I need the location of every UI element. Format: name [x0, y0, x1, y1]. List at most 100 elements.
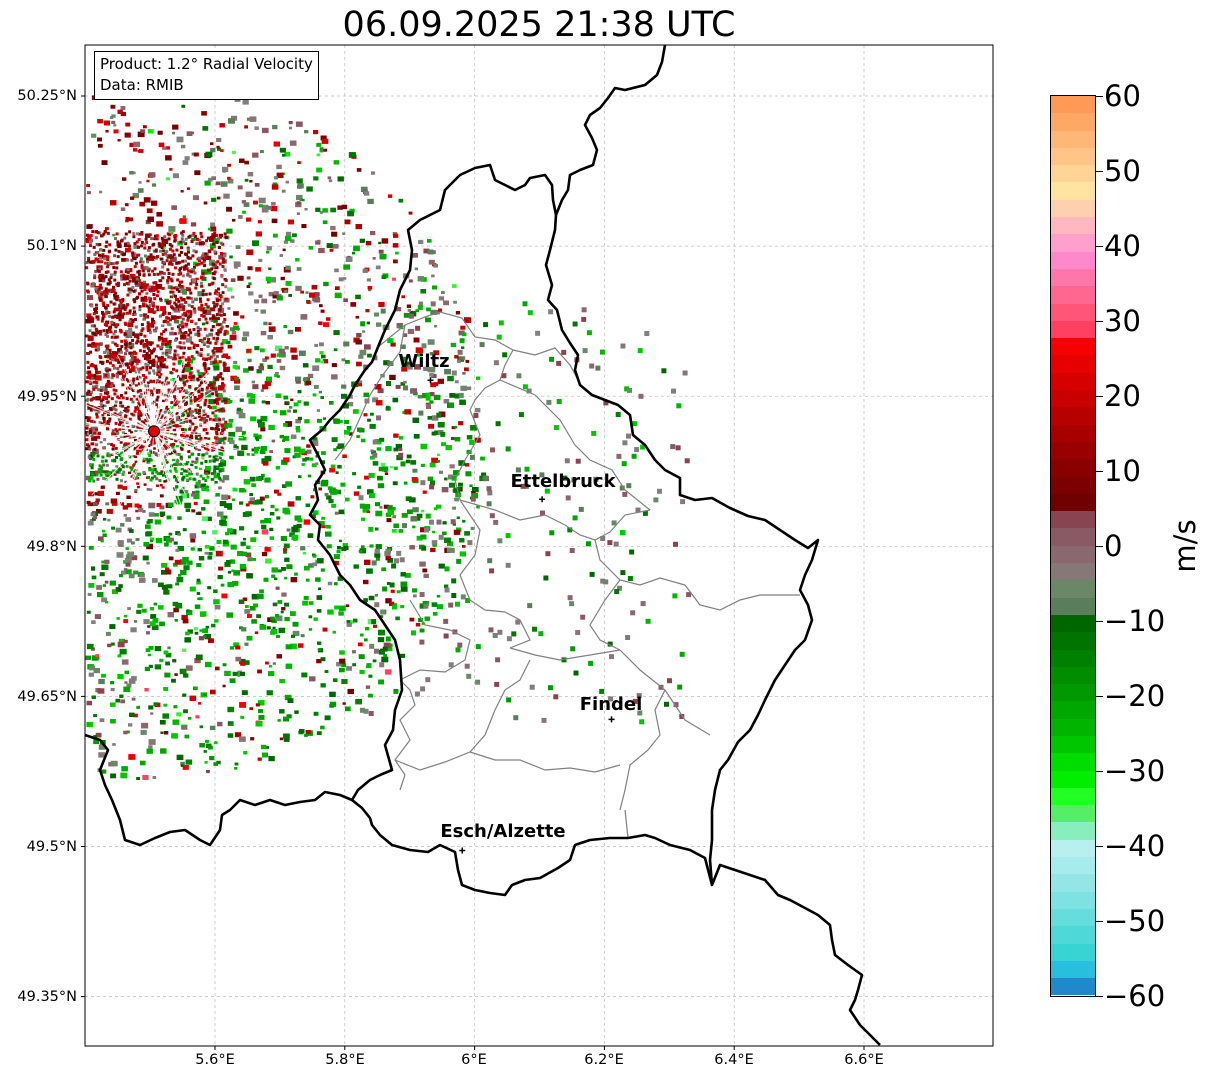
echo-pixel — [130, 413, 134, 417]
echo-pixel — [177, 272, 181, 276]
echo-pixel — [179, 419, 183, 422]
echo-pixel — [471, 493, 478, 499]
echo-pixel — [213, 762, 218, 766]
echo-pixel — [108, 348, 112, 352]
echo-pixel — [317, 558, 324, 564]
echo-pixel — [391, 563, 397, 569]
echo-pixel — [224, 297, 228, 301]
echo-pixel — [214, 481, 218, 484]
echo-pixel — [219, 313, 223, 317]
echo-pixel — [134, 490, 138, 493]
echo-pixel — [132, 193, 139, 199]
echo-pixel — [381, 567, 387, 572]
echo-pixel — [252, 240, 259, 246]
echo-pixel — [233, 261, 241, 267]
echo-pixel — [156, 212, 163, 217]
echo-pixel — [378, 649, 385, 655]
echo-pixel — [128, 573, 135, 579]
echo-pixel — [106, 258, 110, 261]
echo-pixel — [152, 618, 159, 623]
echo-pixel — [157, 357, 165, 363]
echo-pixel — [126, 271, 130, 274]
echo-pixel — [134, 368, 142, 374]
echo-pixel — [136, 339, 140, 343]
echo-pixel — [369, 643, 375, 649]
echo-pixel — [185, 420, 189, 423]
echo-pixel — [193, 396, 197, 399]
echo-pixel — [223, 232, 227, 236]
echo-pixel — [227, 400, 233, 404]
echo-pixel — [448, 482, 456, 488]
echo-pixel — [264, 518, 271, 524]
echo-pixel — [212, 361, 216, 365]
echo-pixel — [152, 349, 155, 353]
echo-pixel — [171, 290, 175, 294]
echo-pixel — [187, 356, 191, 360]
echo-pixel — [196, 344, 199, 347]
echo-pixel — [313, 176, 319, 181]
echo-pixel — [330, 207, 336, 213]
echo-pixel — [128, 327, 133, 331]
echo-pixel — [110, 321, 114, 325]
echo-pixel — [297, 390, 302, 394]
echo-pixel — [335, 471, 339, 474]
echo-pixel — [199, 300, 203, 304]
echo-pixel — [214, 316, 218, 320]
echo-pixel — [118, 453, 122, 457]
echo-pixel — [150, 436, 154, 440]
echo-pixel — [192, 249, 196, 253]
echo-pixel — [98, 267, 101, 271]
echo-pixel — [104, 459, 108, 463]
echo-streak — [119, 374, 155, 432]
echo-pixel — [99, 256, 102, 260]
echo-pixel — [366, 663, 372, 669]
echo-pixel — [102, 314, 106, 318]
echo-pixel — [118, 314, 122, 318]
echo-pixel — [175, 452, 179, 456]
echo-pixel — [207, 367, 211, 371]
echo-pixel — [108, 417, 112, 421]
echo-pixel — [95, 230, 98, 234]
echo-pixel — [108, 249, 111, 253]
echo-pixel — [207, 337, 211, 341]
echo-pixel — [197, 334, 201, 338]
echo-pixel — [102, 232, 106, 236]
echo-pixel — [205, 485, 209, 489]
echo-pixel — [215, 431, 219, 434]
echo-pixel — [104, 472, 108, 476]
echo-pixel — [253, 200, 258, 205]
echo-pixel — [195, 490, 200, 494]
echo-pixel — [115, 470, 119, 474]
echo-pixel — [137, 417, 141, 421]
echo-pixel — [161, 381, 165, 384]
echo-pixel — [229, 334, 237, 341]
echo-pixel — [257, 419, 262, 424]
echo-pixel — [635, 507, 641, 513]
echo-pixel — [159, 345, 163, 349]
echo-pixel — [423, 248, 430, 254]
echo-pixel — [353, 491, 360, 496]
echo-pixel — [220, 274, 224, 278]
echo-pixel — [95, 732, 102, 738]
echo-pixel — [140, 323, 144, 327]
echo-pixel — [147, 285, 151, 289]
echo-pixel — [166, 537, 173, 543]
echo-pixel — [434, 324, 438, 328]
echo-pixel — [198, 327, 202, 331]
echo-pixel — [336, 662, 342, 667]
echo-pixel — [408, 279, 413, 283]
echo-pixel — [124, 232, 128, 236]
echo-pixel — [170, 286, 174, 290]
echo-pixel — [311, 284, 318, 290]
echo-pixel — [120, 699, 126, 704]
echo-pixel — [398, 447, 403, 452]
echo-pixel — [316, 595, 323, 600]
echo-pixel — [524, 466, 530, 472]
echo-pixel — [432, 543, 437, 547]
echo-pixel — [88, 370, 92, 374]
echo-pixel — [116, 395, 120, 399]
echo-pixel — [215, 438, 222, 444]
echo-pixel — [283, 435, 290, 441]
echo-pixel — [429, 373, 434, 377]
echo-pixel — [177, 261, 180, 265]
